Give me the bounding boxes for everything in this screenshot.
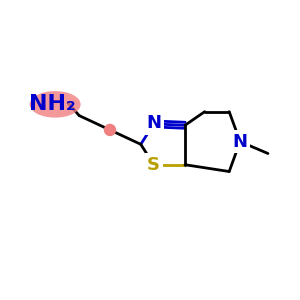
Circle shape (104, 124, 116, 136)
Text: N: N (146, 114, 161, 132)
Text: NH₂: NH₂ (29, 94, 76, 114)
Text: S: S (147, 156, 160, 174)
Ellipse shape (30, 91, 81, 118)
Text: N: N (232, 133, 247, 151)
